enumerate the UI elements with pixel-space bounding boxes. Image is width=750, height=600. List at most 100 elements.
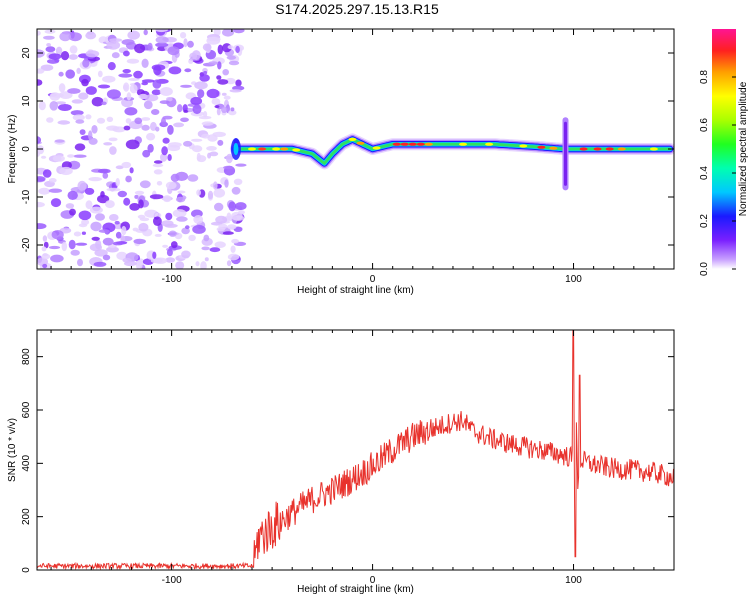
- noise-blob: [188, 59, 194, 64]
- noise-blob: [162, 195, 172, 203]
- noise-blob: [222, 231, 234, 235]
- spectrogram-x-label: Height of straight line (km): [297, 285, 414, 296]
- noise-blob: [235, 202, 247, 211]
- noise-blob: [167, 124, 174, 135]
- noise-blob: [106, 187, 121, 192]
- noise-blob: [182, 104, 188, 112]
- noise-blob: [165, 181, 177, 190]
- noise-blob: [180, 84, 192, 88]
- noise-blob: [155, 29, 168, 33]
- noise-blob: [213, 188, 226, 198]
- noise-blob: [100, 191, 105, 198]
- noise-blob: [37, 176, 46, 182]
- noise-blob: [102, 75, 116, 83]
- noise-blob: [42, 235, 48, 242]
- noise-blob: [49, 101, 59, 111]
- noise-blob: [116, 251, 128, 260]
- noise-blob: [96, 117, 106, 124]
- noise-blob: [154, 233, 162, 237]
- noise-blob: [201, 121, 214, 126]
- noise-blob: [123, 84, 128, 91]
- noise-blob: [108, 137, 118, 142]
- noise-blob: [68, 239, 76, 250]
- noise-blob: [125, 175, 132, 183]
- noise-blob: [97, 70, 103, 78]
- noise-blob: [233, 29, 245, 34]
- noise-blob: [207, 37, 221, 42]
- noise-blob: [231, 186, 241, 195]
- noise-blob: [226, 153, 233, 164]
- noise-blob: [144, 209, 159, 218]
- spectrogram-y-label: Frequency (Hz): [7, 115, 18, 184]
- noise-blob: [213, 29, 221, 36]
- noise-blob: [206, 88, 220, 99]
- noise-blob: [91, 236, 100, 241]
- snr-y-tick-label: 0: [21, 567, 32, 573]
- noise-blob: [95, 213, 105, 221]
- snr-x-tick-label: 100: [565, 575, 582, 586]
- noise-blob: [167, 154, 172, 161]
- noise-blob: [67, 154, 75, 158]
- noise-blob: [111, 52, 120, 59]
- noise-blob: [44, 29, 56, 34]
- noise-blob: [188, 234, 196, 242]
- ridge-hotspot: [248, 147, 256, 151]
- noise-blob: [159, 100, 170, 104]
- noise-blob: [183, 140, 193, 147]
- noise-blob: [209, 151, 219, 157]
- noise-blob: [77, 258, 83, 267]
- noise-blobs: [37, 29, 247, 269]
- noise-blob: [168, 142, 182, 148]
- ridge-hotspot: [272, 147, 281, 151]
- noise-blob: [152, 79, 162, 89]
- noise-blob: [65, 69, 75, 79]
- noise-blob: [217, 44, 223, 55]
- noise-blob: [165, 257, 176, 263]
- noise-blob: [128, 78, 140, 81]
- noise-blob: [48, 178, 57, 183]
- noise-blob: [153, 216, 162, 226]
- noise-blob: [37, 30, 41, 36]
- spectrogram-x-tick-label: 100: [565, 274, 582, 285]
- snr-y-tick-label: 600: [21, 401, 32, 418]
- noise-blob: [211, 98, 221, 105]
- noise-blob: [129, 84, 138, 94]
- noise-blob: [74, 143, 86, 151]
- spectrogram-y-tick-label: 10: [21, 95, 32, 107]
- noise-blob: [217, 61, 222, 70]
- noise-blob: [226, 260, 232, 267]
- noise-blob: [208, 61, 219, 65]
- ridge-hotspot: [400, 142, 409, 146]
- noise-blob: [184, 68, 192, 73]
- noise-blob: [214, 105, 220, 109]
- noise-blob: [59, 91, 73, 99]
- noise-blob: [233, 178, 243, 185]
- snr-y-label: SNR (10 * v/v): [7, 418, 18, 482]
- noise-blob: [85, 31, 97, 40]
- noise-blob: [50, 254, 64, 263]
- noise-blob: [191, 138, 203, 142]
- noise-blob: [235, 163, 247, 167]
- snr-y-tick-label: 400: [21, 455, 32, 472]
- noise-blob: [125, 118, 132, 124]
- noise-blob: [147, 42, 153, 51]
- snr-y-tick-label: 200: [21, 508, 32, 525]
- noise-blob: [222, 69, 229, 76]
- noise-blob: [123, 50, 130, 57]
- noise-blob: [112, 241, 124, 246]
- noise-blob: [58, 71, 64, 77]
- noise-blob: [84, 187, 95, 195]
- spectrogram-y-tick-label: -10: [21, 189, 32, 204]
- noise-blob: [68, 54, 79, 60]
- noise-blob: [133, 70, 143, 79]
- noise-blob: [107, 62, 116, 71]
- signal-ridge: [229, 117, 674, 191]
- noise-blob: [102, 172, 109, 179]
- noise-blob: [126, 58, 140, 64]
- snr-y-tick-label: 800: [21, 348, 32, 365]
- noise-blob: [88, 130, 93, 141]
- noise-blob: [88, 177, 102, 182]
- snr-panel: -100 0 100 0 200 400 600 800 Height of straight…: [7, 329, 675, 595]
- noise-blob: [226, 212, 232, 221]
- noise-blob: [143, 29, 148, 36]
